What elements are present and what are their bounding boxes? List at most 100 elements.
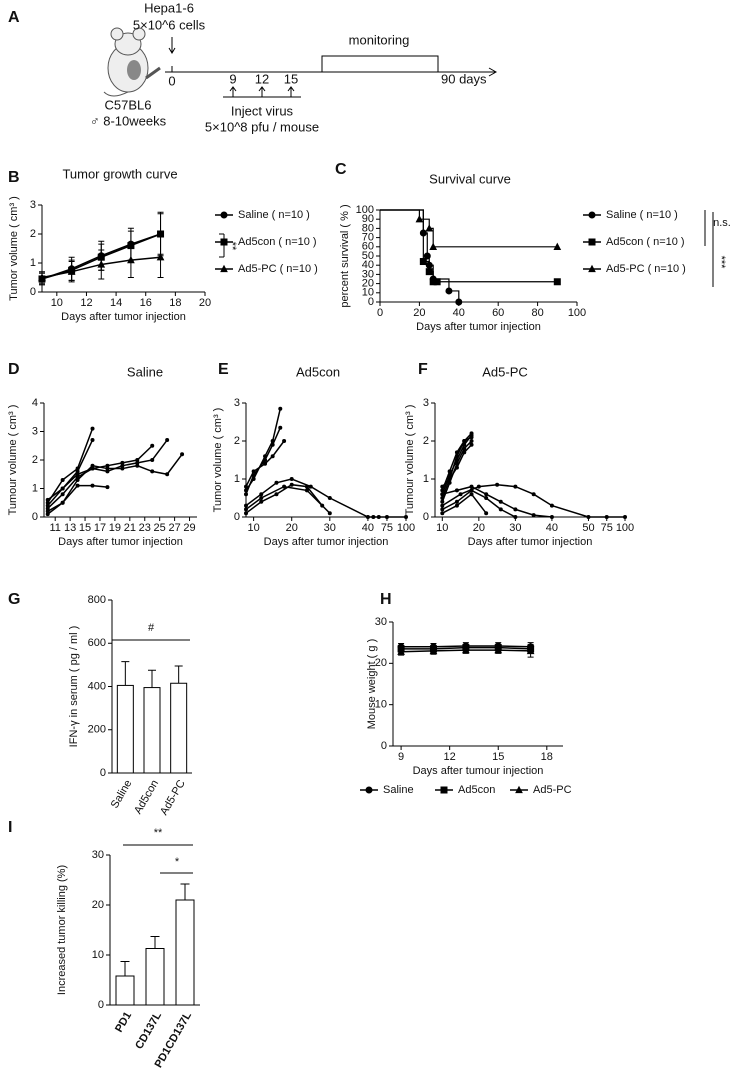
marker — [45, 506, 50, 511]
x-tick-label: 20 — [473, 522, 485, 534]
x-tick-label: 16 — [140, 297, 152, 309]
marker — [244, 492, 248, 497]
marker — [244, 503, 248, 508]
y-tick-label: 20 — [92, 899, 104, 911]
marker — [75, 469, 80, 474]
marker — [60, 500, 65, 505]
marker — [604, 515, 609, 519]
y-tick-label: 0 — [30, 286, 36, 298]
panel-letter: C — [335, 161, 347, 178]
x-tick-label: 0 — [377, 307, 383, 319]
y-tick-label: 90 — [362, 213, 374, 225]
x-tick-label: 100 — [568, 307, 586, 319]
bar — [170, 682, 188, 774]
x-tick-label: 20 — [199, 297, 211, 309]
y-tick-label: 20 — [375, 657, 387, 669]
chart-title: Saline — [127, 364, 163, 379]
y-tick-label: 20 — [362, 278, 374, 290]
y-tick-label: 0 — [32, 511, 38, 523]
y-tick-label: 10 — [375, 699, 387, 711]
x-tick-label: 15 — [492, 751, 504, 763]
marker — [105, 463, 110, 468]
y-tick-label: 80 — [362, 222, 374, 234]
timeline-label: 12 — [255, 71, 269, 86]
annotation: *** — [715, 256, 727, 270]
marker — [105, 466, 110, 471]
marker — [289, 477, 294, 481]
marker — [462, 450, 467, 455]
marker — [45, 512, 50, 517]
error-bar — [121, 661, 130, 686]
y-tick-label: 600 — [88, 637, 106, 649]
line — [441, 489, 516, 518]
marker — [365, 515, 370, 519]
marker — [259, 496, 264, 500]
marker — [278, 406, 283, 411]
y-tick-label: 1 — [234, 473, 240, 485]
marker — [308, 484, 313, 489]
x-tick-label: 19 — [109, 522, 121, 534]
marker — [484, 492, 489, 497]
survival-line — [380, 209, 558, 248]
x-tick-label: 27 — [168, 522, 180, 534]
marker — [327, 496, 332, 500]
survival-line — [380, 209, 558, 283]
marker — [90, 463, 95, 468]
marker — [120, 460, 125, 465]
line — [441, 483, 625, 518]
marker — [526, 646, 535, 655]
marker — [440, 786, 448, 794]
marker — [38, 273, 46, 281]
marker — [327, 511, 332, 516]
x-tick-label: 12 — [80, 297, 92, 309]
marker — [513, 484, 518, 489]
timeline-label: 9 — [229, 71, 236, 86]
injection-label: Inject virus — [231, 103, 294, 118]
x-tick-label: Ad5-PC — [158, 778, 188, 817]
marker — [60, 486, 65, 491]
y-tick-label: 40 — [362, 259, 374, 271]
x-tick-label: CD137L — [133, 1010, 164, 1052]
x-tick-label: 40 — [453, 307, 465, 319]
marker — [274, 480, 279, 485]
marker — [127, 255, 135, 264]
marker — [440, 484, 445, 489]
legend-label: Ad5-PC ( n=10 ) — [606, 263, 686, 275]
panel-letter: H — [380, 591, 392, 608]
y-tick-label: 30 — [362, 268, 374, 280]
marker — [282, 439, 287, 443]
panel-letter: B — [8, 169, 20, 186]
marker — [244, 511, 248, 516]
marker — [440, 503, 445, 508]
marker — [244, 507, 248, 512]
bar — [175, 899, 195, 1006]
marker — [623, 515, 627, 519]
bar — [115, 975, 135, 1006]
mouse-icon — [103, 27, 161, 97]
x-tick-label: 40 — [546, 522, 558, 534]
marker — [67, 267, 76, 275]
marker — [120, 466, 125, 471]
y-tick-label: 100 — [356, 204, 374, 216]
marker — [97, 260, 106, 268]
x-tick-label: 25 — [154, 522, 166, 534]
bar — [145, 948, 165, 1006]
y-tick-label: 0 — [100, 767, 106, 779]
marker — [454, 450, 459, 455]
y-axis-label: Mouse weight ( g ) — [366, 639, 378, 729]
marker — [45, 497, 50, 502]
marker — [135, 458, 140, 462]
marker — [498, 499, 503, 504]
marker — [484, 496, 489, 500]
x-axis-label: Days after tumour injection — [413, 765, 544, 777]
marker — [220, 264, 228, 273]
y-tick-label: 50 — [362, 250, 374, 262]
marker — [75, 477, 80, 482]
x-tick-label: 30 — [324, 522, 336, 534]
x-tick-label: 21 — [124, 522, 136, 534]
marker — [425, 224, 434, 232]
marker — [588, 211, 596, 219]
marker — [423, 252, 431, 260]
marker — [469, 435, 474, 440]
